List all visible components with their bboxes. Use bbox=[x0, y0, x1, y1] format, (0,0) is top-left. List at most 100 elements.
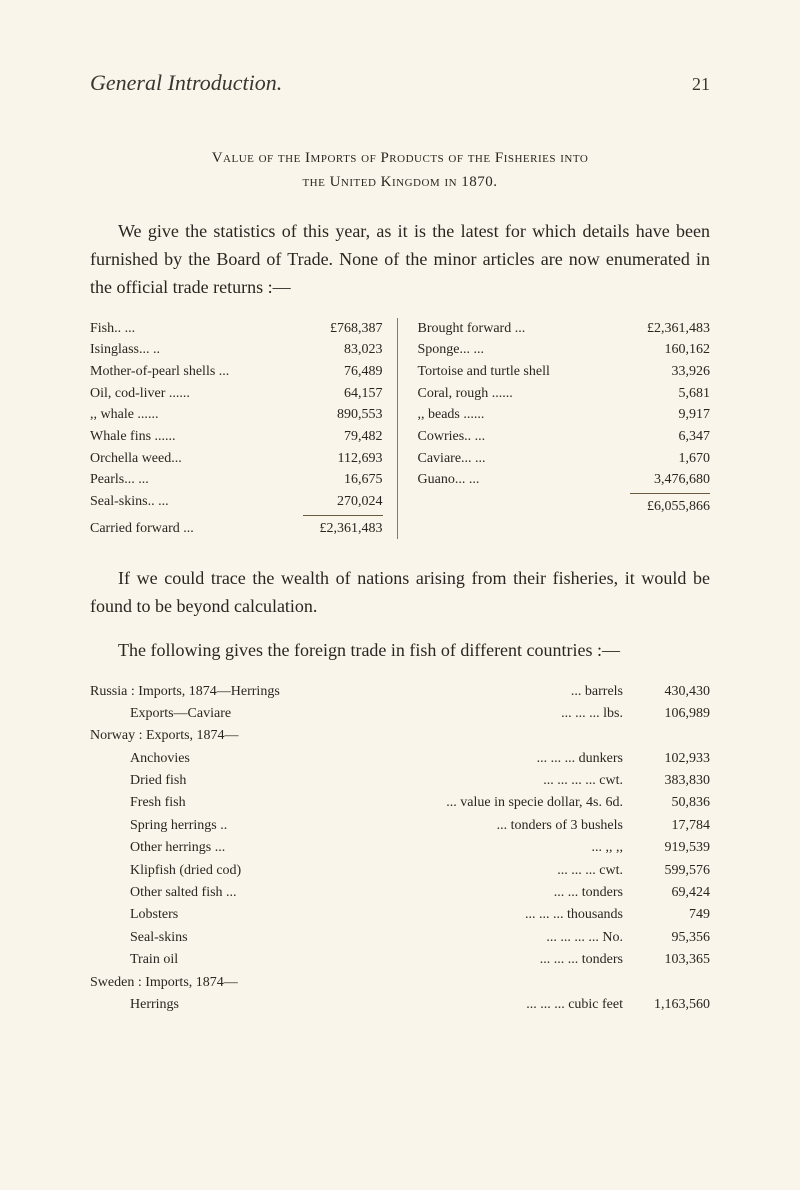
section-title-line2: the United Kingdom in 1870. bbox=[302, 174, 497, 190]
row-dots: ... bbox=[502, 383, 640, 405]
row-value: 749 bbox=[635, 904, 710, 926]
row-value: £2,361,483 bbox=[640, 318, 710, 340]
row-unit: ... barrels bbox=[280, 681, 635, 703]
row-value: 919,539 bbox=[635, 837, 710, 859]
total-value: £6,055,866 bbox=[647, 496, 710, 517]
row-value: 79,482 bbox=[313, 426, 383, 448]
table-row: Fresh fish... value in specie dollar, 4s… bbox=[90, 792, 710, 814]
row-unit: ... tonders of 3 bushels bbox=[227, 815, 635, 837]
row-value: 1,163,560 bbox=[635, 994, 710, 1016]
row-dots: ... .. bbox=[139, 339, 313, 361]
table-row: Mother-of-pearl shells ... 76,489 bbox=[90, 361, 383, 383]
row-value: 5,681 bbox=[640, 383, 710, 405]
row-label: Pearls bbox=[90, 469, 124, 491]
table-row: Orchella weed ...112,693 bbox=[90, 448, 383, 470]
table-row: Seal-skins .. ...270,024 bbox=[90, 491, 383, 513]
row-dots: ... bbox=[179, 383, 312, 405]
foreign-intro-paragraph: The following gives the foreign trade in… bbox=[90, 637, 710, 665]
table-row: Tortoise and turtle shell 33,926 bbox=[418, 361, 711, 383]
row-label: Brought forward ... bbox=[418, 318, 526, 340]
carried-forward-row: Carried forward ...£2,361,483 bbox=[90, 518, 383, 539]
row-label: Lobsters bbox=[90, 904, 178, 926]
table-row: Lobsters... ... ... thousands749 bbox=[90, 904, 710, 926]
row-label: Russia : Imports, 1874—Herrings bbox=[90, 681, 280, 703]
row-value: 17,784 bbox=[635, 815, 710, 837]
table-row: ,, whale ... ...890,553 bbox=[90, 404, 383, 426]
row-label: Other salted fish ... bbox=[90, 882, 237, 904]
row-label: Train oil bbox=[90, 949, 178, 971]
table-row: Other salted fish ...... ... tonders69,4… bbox=[90, 882, 710, 904]
row-unit: ... value in specie dollar, 4s. 6d. bbox=[186, 792, 635, 814]
row-label: Spring herrings .. bbox=[90, 815, 227, 837]
section-title: Value of the Imports of Products of the … bbox=[90, 146, 710, 194]
row-dots bbox=[229, 361, 312, 383]
table-row: Spring herrings ..... tonders of 3 bushe… bbox=[90, 815, 710, 837]
row-unit: ... ... ... cubic feet bbox=[179, 994, 635, 1016]
row-label: ,, whale ... bbox=[90, 404, 148, 426]
imports-left-column: Fish .. ...£768,387Isinglass ... ..83,02… bbox=[90, 318, 398, 539]
row-label: Norway : Exports, 1874— bbox=[90, 725, 239, 747]
row-label: Cowries bbox=[418, 426, 465, 448]
row-dots: ... bbox=[165, 426, 312, 448]
row-label: Fish bbox=[90, 318, 114, 340]
row-dots bbox=[550, 361, 640, 383]
intro-paragraph: We give the statistics of this year, as … bbox=[90, 218, 710, 302]
row-value: 599,576 bbox=[635, 860, 710, 882]
row-dots: ... bbox=[474, 404, 640, 426]
table-row: Fish .. ...£768,387 bbox=[90, 318, 383, 340]
table-row: Train oil... ... ... tonders103,365 bbox=[90, 949, 710, 971]
row-label: Tortoise and turtle shell bbox=[418, 361, 550, 383]
row-label: Herrings bbox=[90, 994, 179, 1016]
row-label: Orchella weed bbox=[90, 448, 171, 470]
row-label: Whale fins ... bbox=[90, 426, 165, 448]
wealth-paragraph: If we could trace the wealth of nations … bbox=[90, 565, 710, 621]
row-label: Seal-skins bbox=[90, 491, 148, 513]
row-label: Klipfish (dried cod) bbox=[90, 860, 241, 882]
row-label: Other herrings ... bbox=[90, 837, 225, 859]
row-value: 1,670 bbox=[640, 448, 710, 470]
row-value: 160,162 bbox=[640, 339, 710, 361]
row-value: 102,933 bbox=[635, 748, 710, 770]
table-row: Herrings... ... ... cubic feet1,163,560 bbox=[90, 994, 710, 1016]
row-unit: ... ... ... tonders bbox=[178, 949, 635, 971]
row-label: Sweden : Imports, 1874— bbox=[90, 972, 238, 994]
row-value: 69,424 bbox=[635, 882, 710, 904]
row-label: Isinglass bbox=[90, 339, 139, 361]
row-value: 3,476,680 bbox=[640, 469, 710, 491]
row-unit: ... ,, ,, bbox=[225, 837, 635, 859]
row-dots: ... ... bbox=[461, 448, 640, 470]
imports-table: Fish .. ...£768,387Isinglass ... ..83,02… bbox=[90, 318, 710, 539]
row-value: 106,989 bbox=[635, 703, 710, 725]
row-unit: ... ... ... ... No. bbox=[188, 927, 635, 949]
table-row: Dried fish... ... ... ... cwt.383,830 bbox=[90, 770, 710, 792]
row-value: 430,430 bbox=[635, 681, 710, 703]
row-dots: .. ... bbox=[148, 491, 313, 513]
total-value: £2,361,483 bbox=[320, 518, 383, 539]
foreign-trade-table: Russia : Imports, 1874—Herrings... barre… bbox=[90, 681, 710, 1017]
table-row: Pearls ... ...16,675 bbox=[90, 469, 383, 491]
row-value: 890,553 bbox=[313, 404, 383, 426]
row-dots: ... ... bbox=[124, 469, 312, 491]
row-value: 383,830 bbox=[635, 770, 710, 792]
row-label: ,, beads ... bbox=[418, 404, 474, 426]
row-value: 95,356 bbox=[635, 927, 710, 949]
row-value: 270,024 bbox=[313, 491, 383, 513]
row-dots: ... ... bbox=[460, 339, 641, 361]
table-row: Klipfish (dried cod)... ... ... cwt.599,… bbox=[90, 860, 710, 882]
row-label: Anchovies bbox=[90, 748, 190, 770]
row-unit: ... ... tonders bbox=[237, 882, 635, 904]
row-label: Coral, rough ... bbox=[418, 383, 503, 405]
table-row: Coral, rough ... ...5,681 bbox=[418, 383, 711, 405]
row-value: 112,693 bbox=[313, 448, 383, 470]
row-unit: ... ... ... thousands bbox=[178, 904, 635, 926]
row-label: Exports—Caviare bbox=[90, 703, 231, 725]
table-row: Whale fins ... ...79,482 bbox=[90, 426, 383, 448]
page-header: General Introduction. 21 bbox=[90, 70, 710, 96]
imports-right-column: Brought forward ... £2,361,483Sponge ...… bbox=[418, 318, 711, 539]
table-row: Isinglass ... ..83,023 bbox=[90, 339, 383, 361]
table-row: Oil, cod-liver ... ...64,157 bbox=[90, 383, 383, 405]
table-row: Russia : Imports, 1874—Herrings... barre… bbox=[90, 681, 710, 703]
row-dots bbox=[525, 318, 640, 340]
row-value: 6,347 bbox=[640, 426, 710, 448]
row-value: 33,926 bbox=[640, 361, 710, 383]
